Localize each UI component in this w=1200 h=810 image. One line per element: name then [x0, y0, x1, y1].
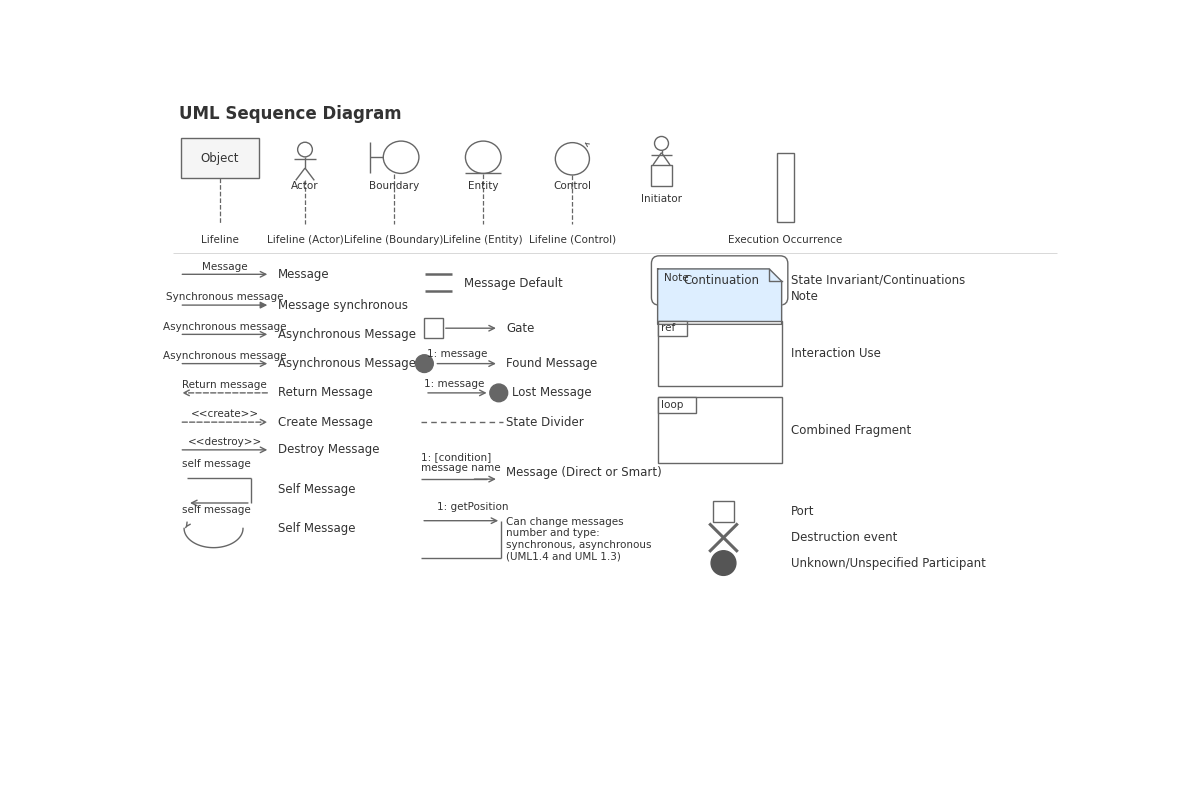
- Text: Note: Note: [791, 290, 818, 303]
- Text: Asynchronous Message: Asynchronous Message: [278, 328, 416, 341]
- Text: Unknown/Unspecified Participant: Unknown/Unspecified Participant: [791, 556, 986, 569]
- Text: Entity: Entity: [468, 181, 498, 190]
- Text: 1: getPosition: 1: getPosition: [437, 502, 509, 512]
- Text: Asynchronous Message: Asynchronous Message: [278, 357, 416, 370]
- Text: self message: self message: [181, 505, 251, 515]
- Text: Port: Port: [791, 505, 815, 518]
- FancyBboxPatch shape: [181, 138, 258, 178]
- Text: 1: message: 1: message: [425, 378, 485, 389]
- Text: <<destroy>>: <<destroy>>: [187, 437, 262, 447]
- FancyBboxPatch shape: [652, 256, 788, 305]
- Text: Create Message: Create Message: [278, 416, 373, 428]
- Text: message name: message name: [421, 463, 500, 472]
- FancyBboxPatch shape: [658, 398, 696, 413]
- Text: Synchronous message: Synchronous message: [166, 292, 283, 302]
- Text: Self Message: Self Message: [278, 522, 355, 535]
- FancyBboxPatch shape: [713, 501, 734, 522]
- Text: Can change messages
number and type:
synchronous, asynchronous
(UML1.4 and UML 1: Can change messages number and type: syn…: [506, 517, 652, 561]
- Text: Lost Message: Lost Message: [512, 386, 592, 399]
- Text: Boundary: Boundary: [370, 181, 419, 190]
- Circle shape: [712, 551, 736, 575]
- FancyBboxPatch shape: [652, 165, 672, 185]
- Text: Combined Fragment: Combined Fragment: [791, 424, 911, 437]
- Circle shape: [415, 355, 433, 373]
- Text: Found Message: Found Message: [506, 357, 598, 370]
- Text: Return message: Return message: [182, 380, 268, 390]
- Text: ref: ref: [661, 323, 674, 333]
- Text: Lifeline (Control): Lifeline (Control): [529, 235, 616, 245]
- Text: Asynchronous message: Asynchronous message: [163, 322, 287, 331]
- Text: Return Message: Return Message: [278, 386, 373, 399]
- Text: self message: self message: [181, 459, 251, 470]
- Text: Object: Object: [200, 151, 239, 164]
- Text: Control: Control: [553, 181, 592, 190]
- Text: Lifeline (Actor): Lifeline (Actor): [266, 235, 343, 245]
- FancyBboxPatch shape: [425, 318, 443, 339]
- FancyBboxPatch shape: [658, 321, 688, 336]
- Text: Message synchronous: Message synchronous: [278, 299, 408, 312]
- Text: <<create>>: <<create>>: [191, 409, 259, 420]
- Text: UML Sequence Diagram: UML Sequence Diagram: [180, 105, 402, 123]
- Text: Continuation: Continuation: [683, 274, 760, 287]
- Text: Gate: Gate: [506, 322, 535, 335]
- FancyBboxPatch shape: [658, 321, 781, 386]
- FancyBboxPatch shape: [776, 152, 794, 222]
- Text: Message Default: Message Default: [464, 277, 563, 290]
- Text: Self Message: Self Message: [278, 484, 355, 497]
- Text: Initiator: Initiator: [641, 194, 682, 204]
- Text: 1: [condition]: 1: [condition]: [421, 453, 492, 463]
- Text: Destruction event: Destruction event: [791, 531, 898, 544]
- Text: Actor: Actor: [292, 181, 319, 190]
- Circle shape: [490, 384, 508, 402]
- Polygon shape: [658, 269, 781, 324]
- Text: Lifeline (Entity): Lifeline (Entity): [444, 235, 523, 245]
- Text: Message: Message: [278, 268, 330, 281]
- FancyBboxPatch shape: [658, 398, 781, 463]
- Text: Interaction Use: Interaction Use: [791, 347, 881, 360]
- Text: Lifeline: Lifeline: [200, 235, 239, 245]
- Text: Execution Occurrence: Execution Occurrence: [728, 235, 842, 245]
- Text: Note: Note: [664, 273, 689, 284]
- Text: Message (Direct or Smart): Message (Direct or Smart): [506, 466, 662, 479]
- Text: 1: message: 1: message: [427, 349, 488, 360]
- Text: State Invariant/Continuations: State Invariant/Continuations: [791, 274, 965, 287]
- Text: loop: loop: [661, 400, 683, 410]
- Text: State Divider: State Divider: [506, 416, 584, 428]
- Text: Lifeline (Boundary): Lifeline (Boundary): [344, 235, 444, 245]
- Text: Message: Message: [202, 262, 247, 271]
- Text: Destroy Message: Destroy Message: [278, 443, 379, 456]
- Text: Asynchronous message: Asynchronous message: [163, 351, 287, 361]
